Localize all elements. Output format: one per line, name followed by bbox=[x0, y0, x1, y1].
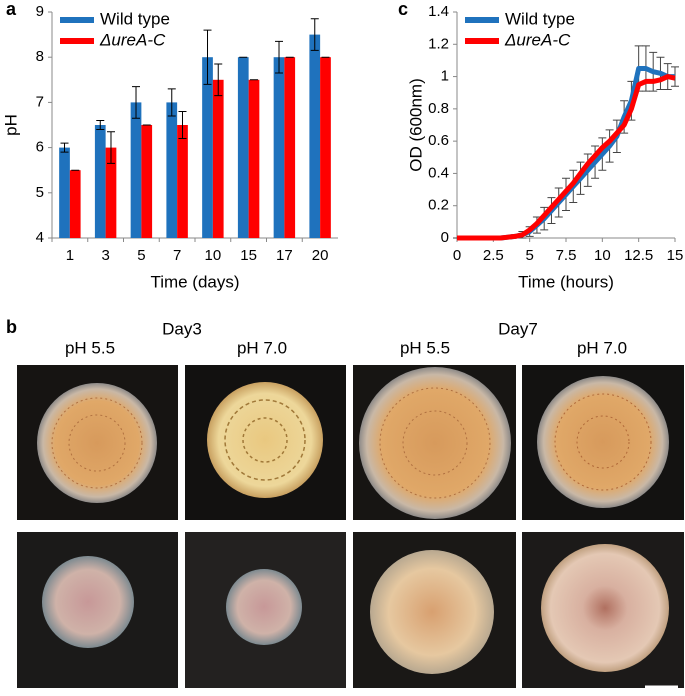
bar bbox=[248, 79, 260, 238]
y-tick-label: 1.2 bbox=[428, 35, 449, 52]
condition-label: pH 5.5 bbox=[65, 338, 115, 357]
colony-texture bbox=[224, 399, 306, 481]
panel-label: a bbox=[6, 0, 17, 19]
x-tick-label: 20 bbox=[312, 247, 329, 264]
y-tick-label: 7 bbox=[36, 93, 44, 110]
y-axis-title: OD (600nm) bbox=[406, 78, 425, 172]
error-bar bbox=[214, 63, 223, 97]
x-tick-label: 15 bbox=[240, 247, 257, 264]
x-axis-title: Time (days) bbox=[150, 272, 239, 291]
x-tick-label: 15 bbox=[667, 247, 684, 264]
y-tick-label: 0.2 bbox=[428, 197, 449, 214]
line bbox=[457, 66, 675, 241]
condition-label: pH 7.0 bbox=[577, 338, 627, 357]
legend-label: ΔureA-C bbox=[99, 30, 166, 49]
condition-label: pH 5.5 bbox=[400, 338, 450, 357]
y-tick-label: 6 bbox=[36, 139, 44, 156]
colony-texture bbox=[576, 415, 630, 469]
x-axis-title: Time (hours) bbox=[518, 272, 614, 291]
bar bbox=[141, 125, 153, 238]
error-bar bbox=[203, 29, 212, 85]
bar bbox=[69, 170, 81, 238]
colony bbox=[37, 383, 157, 503]
panel-label: c bbox=[398, 0, 408, 19]
bar bbox=[59, 147, 70, 238]
bar bbox=[212, 79, 224, 238]
x-tick-label: 5 bbox=[525, 247, 533, 264]
x-tick-label: 1 bbox=[66, 247, 74, 264]
y-tick-label: 1.4 bbox=[428, 3, 449, 20]
y-tick-label: 8 bbox=[36, 48, 44, 65]
bar bbox=[309, 34, 321, 238]
legend-label: ΔureA-C bbox=[504, 30, 571, 49]
y-tick-label: 1 bbox=[441, 68, 449, 85]
colony bbox=[207, 382, 323, 498]
x-tick-label: 5 bbox=[137, 247, 145, 264]
bar bbox=[273, 57, 285, 239]
bar bbox=[130, 102, 142, 239]
error-bar bbox=[60, 142, 69, 153]
day-label: Day7 bbox=[498, 319, 538, 338]
error-bar bbox=[106, 131, 115, 164]
bar bbox=[284, 57, 296, 239]
bar bbox=[202, 57, 213, 239]
y-tick-label: 9 bbox=[36, 3, 44, 20]
y-tick-label: 4 bbox=[36, 229, 44, 246]
bar bbox=[166, 102, 178, 239]
colony bbox=[370, 550, 494, 674]
colony-texture bbox=[242, 417, 288, 463]
bar bbox=[320, 57, 331, 239]
error-bar bbox=[275, 40, 284, 74]
error-bar bbox=[178, 110, 187, 140]
bar bbox=[237, 57, 249, 239]
colony-texture bbox=[554, 393, 652, 491]
colony bbox=[226, 569, 302, 645]
legend-label: Wild type bbox=[100, 9, 170, 28]
colony bbox=[541, 544, 669, 672]
colony-texture bbox=[379, 387, 491, 499]
bar bbox=[177, 125, 188, 238]
x-tick-label: 3 bbox=[101, 247, 109, 264]
error-bar bbox=[96, 119, 105, 131]
line bbox=[457, 74, 676, 241]
colony-texture bbox=[402, 410, 468, 476]
x-tick-label: 17 bbox=[276, 247, 293, 264]
bar bbox=[94, 125, 106, 238]
y-tick-label: 0 bbox=[441, 229, 449, 246]
y-tick-label: 0.4 bbox=[428, 164, 449, 181]
colony bbox=[537, 376, 669, 508]
error-bar bbox=[310, 18, 319, 51]
legend-label: Wild type bbox=[505, 9, 575, 28]
photo-grid bbox=[17, 365, 684, 689]
x-tick-label: 7.5 bbox=[556, 247, 577, 264]
panel-label: b bbox=[6, 317, 17, 337]
colony-texture bbox=[68, 414, 126, 472]
x-tick-label: 10 bbox=[205, 247, 222, 264]
y-tick-label: 5 bbox=[36, 184, 44, 201]
condition-label: pH 7.0 bbox=[237, 338, 287, 357]
colony bbox=[42, 556, 134, 648]
x-tick-label: 2.5 bbox=[483, 247, 504, 264]
x-tick-label: 10 bbox=[594, 247, 611, 264]
bar bbox=[105, 147, 117, 238]
x-tick-label: 12.5 bbox=[624, 247, 653, 264]
colony-texture bbox=[51, 397, 143, 489]
day-label: Day3 bbox=[162, 319, 202, 338]
x-tick-label: 7 bbox=[173, 247, 181, 264]
error-bar bbox=[167, 88, 176, 117]
x-tick-label: 0 bbox=[453, 247, 461, 264]
y-tick-label: 0.6 bbox=[428, 132, 449, 149]
y-tick-label: 0.8 bbox=[428, 100, 449, 117]
error-bar bbox=[132, 86, 141, 119]
y-axis-title: pH bbox=[1, 114, 20, 136]
colony bbox=[359, 367, 511, 519]
